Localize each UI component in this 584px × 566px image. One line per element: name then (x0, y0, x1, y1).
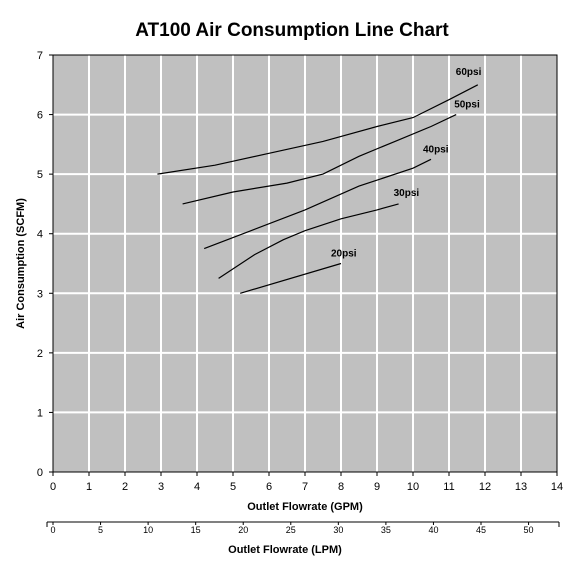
x-axis-label: Outlet Flowrate (GPM) (247, 501, 363, 513)
x-tick-label: 9 (374, 481, 380, 493)
secondary-tick-label: 35 (381, 525, 391, 535)
x-tick-label: 8 (338, 481, 344, 493)
series-line-60psi (157, 84, 479, 175)
secondary-tick-label: 10 (143, 525, 153, 535)
x-tick-label: 2 (122, 481, 128, 493)
series-line-40psi (203, 158, 432, 250)
x-axis-ticks: 0 1 2 3 4 5 6 7 8 9 10 11 12 13 14 (50, 472, 563, 493)
y-tick-label: 1 (37, 407, 43, 419)
x-tick-label: 14 (551, 481, 563, 493)
x-tick-label: 12 (479, 481, 491, 493)
series-labels: 20psi 30psi 40psi 50psi 60psi (331, 67, 482, 260)
y-tick-label: 6 (37, 110, 43, 122)
series-label-40psi: 40psi (423, 144, 449, 155)
y-tick-label: 7 (37, 50, 43, 62)
y-tick-label: 2 (37, 348, 43, 360)
secondary-tick-label: 5 (98, 525, 103, 535)
series-label-60psi: 60psi (456, 67, 482, 78)
secondary-tick-label: 45 (476, 525, 486, 535)
series-lines (157, 84, 479, 294)
x-tick-label: 0 (50, 481, 56, 493)
secondary-tick-label: 30 (333, 525, 343, 535)
x-tick-label: 3 (158, 481, 164, 493)
y-tick-label: 0 (37, 467, 43, 479)
secondary-tick-label: 40 (428, 525, 438, 535)
secondary-x-axis-label: Outlet Flowrate (LPM) (228, 544, 342, 556)
x-tick-label: 11 (443, 481, 454, 493)
y-tick-label: 3 (37, 288, 43, 300)
secondary-tick-label: 50 (524, 525, 534, 535)
x-tick-label: 5 (230, 481, 236, 493)
y-axis-label: Air Consumption (SCFM) (15, 198, 27, 329)
x-tick-label: 7 (302, 481, 308, 493)
y-tick-label: 4 (37, 229, 43, 241)
x-tick-label: 4 (194, 481, 200, 493)
series-line-50psi (182, 114, 457, 205)
series-label-30psi: 30psi (394, 188, 420, 199)
secondary-tick-label: 0 (50, 525, 55, 535)
chart-title: AT100 Air Consumption Line Chart (135, 20, 449, 41)
series-label-20psi: 20psi (331, 249, 357, 260)
y-axis-ticks: 0 1 2 3 4 5 6 7 (37, 50, 53, 479)
secondary-x-axis: 0 5 10 15 20 25 30 35 40 45 50 (46, 521, 560, 535)
x-tick-label: 1 (86, 481, 92, 493)
x-tick-label: 13 (515, 481, 527, 493)
x-tick-label: 10 (407, 481, 419, 493)
y-tick-label: 5 (37, 169, 43, 181)
secondary-tick-label: 20 (238, 525, 248, 535)
secondary-tick-label: 15 (191, 525, 201, 535)
x-tick-label: 6 (266, 481, 272, 493)
series-label-50psi: 50psi (454, 100, 480, 111)
secondary-tick-label: 25 (286, 525, 296, 535)
series-line-30psi (218, 203, 399, 279)
series-line-20psi (240, 262, 342, 294)
